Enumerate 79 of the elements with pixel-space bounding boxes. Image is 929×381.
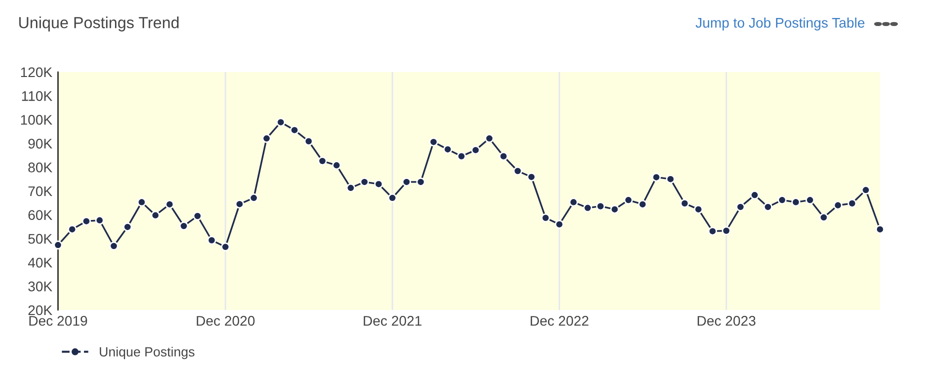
point (513, 166, 522, 176)
y-tick-label: 110K (22, 91, 52, 101)
point (429, 137, 438, 146)
y-tick-label: 70K (28, 186, 52, 196)
point (861, 186, 870, 195)
point (569, 198, 578, 207)
y-tick-label: 120K (21, 67, 52, 78)
point (68, 224, 77, 234)
point (722, 226, 731, 236)
point (694, 204, 703, 214)
point (402, 177, 412, 186)
y-tick-label: 100K (21, 114, 52, 125)
point (290, 126, 300, 135)
point (53, 240, 63, 250)
point (484, 134, 494, 143)
point (624, 196, 633, 205)
y-tick-label: 90K (28, 138, 52, 149)
point (875, 224, 885, 234)
point (220, 242, 230, 252)
point (123, 222, 132, 232)
y-tick-label: 20K (28, 305, 52, 316)
x-tick-label: Dec 2023 (698, 316, 756, 326)
point (95, 216, 104, 225)
point (207, 236, 216, 245)
point (332, 160, 342, 170)
point (276, 118, 286, 127)
x-tick-label: Dec 2020 (196, 316, 255, 326)
point (848, 198, 857, 208)
point (680, 198, 690, 208)
point (819, 212, 828, 222)
point (554, 220, 564, 229)
point (443, 144, 452, 154)
x-tick-label: Dec 2019 (29, 316, 88, 326)
y-tick-label: 50K (28, 234, 52, 244)
point (750, 190, 760, 200)
point (456, 152, 466, 161)
point (806, 196, 815, 205)
point (360, 177, 369, 186)
point (499, 152, 508, 161)
point (541, 213, 550, 222)
y-tick-label: 30K (28, 282, 52, 292)
legend-label: Unique Postings (100, 346, 194, 360)
point (526, 172, 536, 182)
x-tick-label: Dec 2021 (364, 316, 422, 326)
y-tick-label: 80K (28, 162, 52, 172)
point (82, 216, 91, 226)
point (652, 172, 661, 182)
point (610, 204, 620, 214)
point (262, 134, 272, 143)
point (193, 211, 202, 221)
point (304, 136, 314, 146)
point (249, 193, 258, 202)
point (416, 177, 426, 186)
point (318, 156, 327, 166)
point (346, 183, 356, 192)
point (388, 193, 397, 202)
x-tick-label: Dec 2022 (530, 316, 588, 326)
point (471, 146, 480, 155)
text: Jump to Job Postings Table (696, 18, 864, 30)
chart-title: Unique Postings Trend (19, 16, 179, 32)
point (137, 198, 146, 207)
point (708, 226, 718, 236)
point (736, 202, 745, 212)
point (833, 200, 842, 210)
point (791, 198, 800, 207)
point (150, 210, 160, 220)
point (778, 196, 787, 205)
point (596, 202, 606, 211)
point (374, 180, 384, 189)
y-tick-label: 40K (28, 258, 52, 268)
point (165, 200, 174, 209)
point (109, 241, 118, 250)
point (179, 221, 188, 230)
point (763, 202, 772, 212)
point (235, 200, 244, 209)
point (638, 200, 648, 209)
point (583, 203, 592, 212)
y-tick-label: 60K (28, 210, 52, 220)
point (666, 174, 676, 184)
